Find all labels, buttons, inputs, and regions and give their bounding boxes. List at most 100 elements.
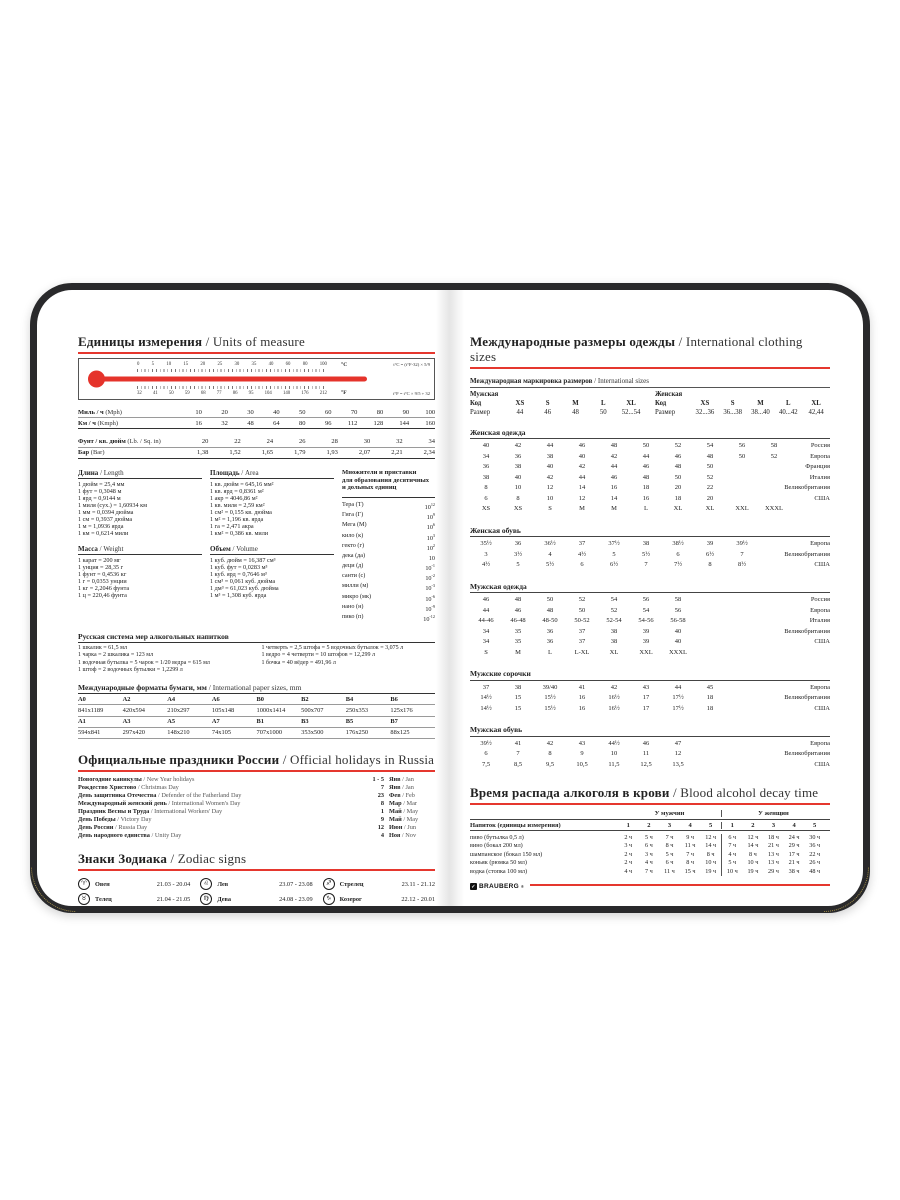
- paper-codes-row: A1 A3 A5 A7 B1 B3 B5 B7: [78, 717, 435, 728]
- prefix-name: Гига (Г): [342, 511, 364, 519]
- notebook-pages: Единицы измерения / Units of measure 0 5 1…: [37, 290, 863, 906]
- code-label: Код: [655, 399, 667, 407]
- region-label: Европа: [810, 452, 830, 460]
- women-header: У женщин: [721, 810, 825, 817]
- zodiac-name: Овен: [95, 880, 110, 888]
- speed-conversion-table: Миль / ч (Mph) 10 20 30 40 50 60 70 80 90 100 Км …: [78, 407, 436, 430]
- gender-label: Женская: [655, 390, 683, 398]
- footer-red-rule: [530, 883, 830, 886]
- size-value-cell: M: [515, 648, 521, 656]
- size-group: Женская Код XS S M L XL Размер 32...36 36...3…: [655, 390, 830, 417]
- brauberg-mark-icon: ✓: [470, 883, 477, 891]
- size-value-cell: 36: [482, 463, 490, 470]
- paper-band: A0 A2 A4 A6 B0 B2 B4 B6 841x1189 420x594 210x297 1…: [78, 694, 435, 717]
- size-value-cell: 18: [642, 484, 650, 491]
- decay-hours-cell: 7 ч: [728, 842, 737, 850]
- celsius-formula: t°C = (t°F-32) × 5/9: [393, 362, 430, 367]
- size-table: Мужская одежда 46 48 50 52 54 56 58 Россия 44 4…: [470, 582, 830, 659]
- zodiac-dates: 22.12 - 20.01: [401, 895, 435, 903]
- region-label: США: [814, 704, 830, 712]
- region-label: Европа: [810, 606, 830, 614]
- code-cell: L: [601, 399, 606, 407]
- zodiac-dates: 21.04 - 21.05: [156, 895, 191, 903]
- unit-number: 1: [730, 821, 734, 829]
- value-cell: 10: [195, 408, 202, 416]
- size-value-cell: 44: [546, 442, 554, 449]
- zodiac-sign-icon: ♐: [322, 878, 335, 891]
- size-value-cell: 42: [578, 463, 586, 470]
- size-table-row: 37 38 39/40 41 42 43 44 45 Европа: [470, 683, 830, 694]
- paper-sizes-table: Международные форматы бумаги, мм / Inter…: [78, 683, 435, 739]
- holiday-day: 1 - 5: [372, 775, 384, 783]
- alcohol-measure-item: 1 четверть = 2,5 штофа = 5 водочных буты…: [261, 645, 404, 652]
- value-cell: 32: [221, 419, 228, 427]
- fahrenheit-tick: 59: [184, 391, 190, 396]
- holiday-month: Май / May: [389, 815, 419, 823]
- decay-hours-cell: 12 ч: [747, 834, 759, 841]
- size-value-cell: 6½: [609, 561, 619, 568]
- size-value-cell: 43: [578, 739, 586, 747]
- value-cell: 160: [425, 419, 436, 427]
- value-cell: 2,34: [423, 449, 435, 457]
- code-cell: M: [572, 399, 579, 407]
- prefix-name: гекто (г): [342, 541, 365, 549]
- prefix-row: дека (да) 10: [342, 552, 435, 562]
- size-value-cell: 45: [706, 683, 714, 691]
- size-value-cell: 40: [482, 442, 490, 449]
- left-page: Единицы измерения / Units of measure 0 5 1…: [78, 290, 435, 906]
- length-item: 1 мм = 0,0394 дюйма: [78, 509, 134, 517]
- size-value-cell: 8: [516, 494, 520, 502]
- paper-size: 1000x1414: [256, 706, 286, 714]
- size-value-cell: 38: [514, 683, 522, 691]
- size-value-cell: 17½: [672, 704, 684, 712]
- fahrenheit-formula: t°F = t°C × 9/5 + 32: [393, 391, 430, 396]
- prefix-power: 10: [428, 554, 435, 562]
- size-table-heading: Мужская одежда: [470, 582, 830, 593]
- alcohol-rows: пиво (бутылка 0,5 л) 2 ч 5 ч 7 ч 9 ч 12 ч 6 …: [470, 834, 830, 877]
- prefix-power: 10-3: [425, 583, 435, 593]
- decay-hours-cell: 19 ч: [705, 867, 717, 875]
- paper-size: 88x125: [390, 729, 410, 737]
- holiday-row: Международный женский день / Internation…: [78, 800, 435, 808]
- gender-label: Мужская: [470, 390, 499, 398]
- russian-alcohol-measures: Русская система мер алкогольных напитков…: [78, 632, 435, 674]
- size-value-cell: 12: [546, 484, 554, 491]
- size-value-cell: 48: [706, 452, 714, 460]
- size-value-cell: L: [644, 505, 648, 512]
- prefix-row: микро (мк) 10-6: [342, 593, 435, 603]
- speed-row: Км / ч (Kmph) 16 32 48 64 80 96 112 128 144 160: [78, 418, 436, 430]
- paper-size: 707x1000: [256, 729, 283, 737]
- celsius-unit: °C: [341, 362, 348, 368]
- size-value-cell: 39½: [736, 540, 748, 547]
- size-value-cell: XXL: [735, 505, 749, 512]
- decay-hours-cell: 6 ч: [728, 834, 737, 841]
- code-cell: M: [757, 399, 764, 407]
- mass-item: 1 кг = 2,2046 фунта: [78, 584, 130, 592]
- holiday-name: День народного единства / Unity Day: [78, 831, 182, 839]
- region-label: Италия: [809, 617, 830, 624]
- paper-code: B4: [345, 695, 354, 703]
- prefix-power: 109: [426, 512, 435, 522]
- mass-item: 1 г = 0,0353 унции: [78, 577, 127, 585]
- size-value-cell: 50: [642, 442, 650, 449]
- spine-shadow: [436, 290, 464, 906]
- size-value-cell: 54-56: [638, 617, 654, 624]
- mass-item: 1 фунт = 0,4536 кг: [78, 570, 127, 578]
- decay-hours-cell: 6 ч: [645, 842, 653, 850]
- decay-hours-cell: 4 ч: [728, 850, 737, 858]
- size-value-cell: 36½: [544, 540, 556, 547]
- size-value-cell: M: [611, 505, 617, 512]
- size-value-cell: 9,5: [545, 760, 555, 768]
- zodiac-sign-icon: ♑: [322, 893, 335, 906]
- size-table: Мужская обувь 39½ 41 42 43 44½ 46 47 Европа 6 7…: [470, 725, 830, 770]
- holiday-name: Рождество Христово / Christmas Day: [78, 783, 179, 791]
- prefix-row: Мега (М) 106: [342, 521, 435, 531]
- size-row: Размер 32...36 36...38 38...40 40...42 42,44: [655, 408, 830, 417]
- size-value-cell: 9: [580, 750, 584, 757]
- paper-code: B3: [301, 718, 309, 726]
- pressure-row-label: Фунт / кв. дюйм (Lb. / Sq. in): [78, 437, 161, 445]
- size-value-cell: 42: [610, 452, 618, 460]
- unit-number: 5: [709, 821, 713, 829]
- mass-item: 1 ц = 220,46 фунта: [78, 591, 127, 599]
- holiday-row: Рождество Христово / Christmas Day 7 Янв…: [78, 784, 435, 792]
